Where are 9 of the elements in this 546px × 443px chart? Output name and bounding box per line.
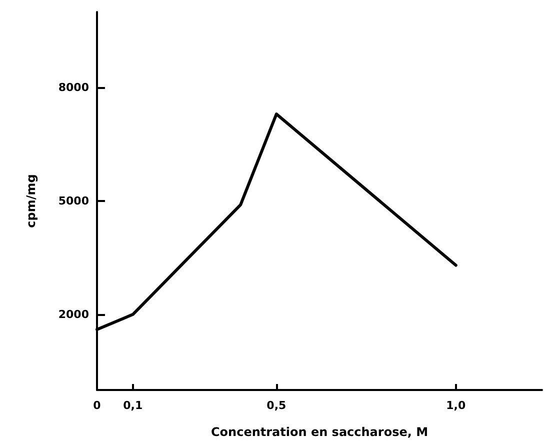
x-axis-title: Concentration en saccharose, M <box>210 425 428 439</box>
y-axis-title: cpm/mg <box>24 174 38 228</box>
y-tick-label: 8000 <box>58 81 90 94</box>
y-tick-label: 5000 <box>58 194 90 208</box>
x-tick-label: 0,1 <box>123 399 143 412</box>
x-tick-label: 0,5 <box>266 399 286 412</box>
x-tick-label: 1,0 <box>446 399 466 412</box>
y-tick-label: 2000 <box>58 308 90 321</box>
x-tick-label: 0 <box>93 399 102 412</box>
